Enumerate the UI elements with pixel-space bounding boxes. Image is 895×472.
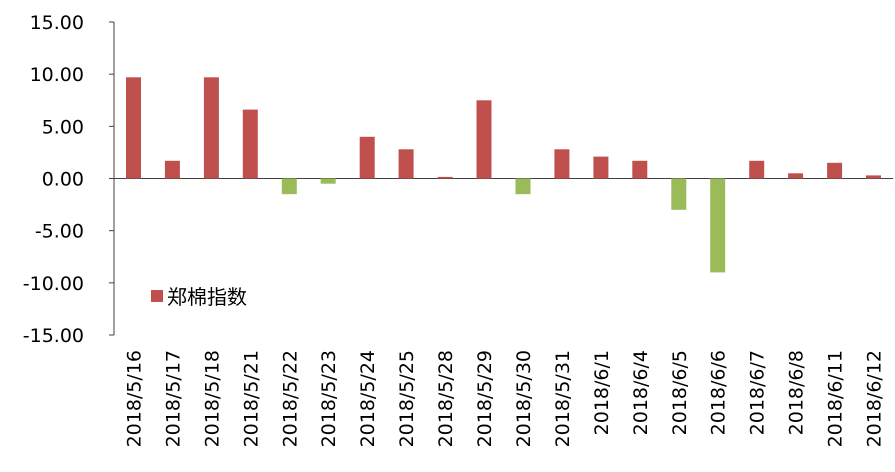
- x-tick-label: 2018/6/5: [669, 350, 691, 435]
- y-tick-label: -5.00: [35, 221, 84, 243]
- x-tick-label: 2018/5/31: [552, 350, 574, 447]
- x-tick-label: 2018/5/17: [162, 350, 184, 447]
- y-tick-label: 10.00: [30, 64, 84, 86]
- bar: [866, 175, 881, 179]
- bar: [164, 160, 180, 179]
- bar-series: [126, 77, 881, 273]
- x-tick-label: 2018/6/11: [825, 350, 847, 447]
- y-axis-ticks: 15.00 10.00 5.00 0.00 -5.00 -10.00 -15.00: [23, 12, 114, 347]
- x-tick-label: 2018/5/25: [396, 350, 418, 447]
- y-tick-label: 0.00: [42, 169, 84, 191]
- bar: [554, 149, 570, 179]
- y-tick-label: 5.00: [42, 116, 84, 138]
- x-tick-label: 2018/5/28: [435, 350, 457, 447]
- x-tick-label: 2018/6/12: [864, 350, 886, 447]
- x-tick-label: 2018/6/4: [630, 350, 652, 435]
- y-tick-label: -10.00: [23, 273, 84, 295]
- x-tick-label: 2018/5/21: [240, 350, 262, 447]
- x-tick-label: 2018/6/8: [786, 350, 808, 435]
- bar: [827, 162, 843, 179]
- bar: [788, 173, 804, 179]
- legend-label: 郑棉指数: [167, 285, 247, 309]
- bar: [593, 156, 609, 179]
- y-tick-label: 15.00: [30, 12, 84, 34]
- bar: [398, 149, 414, 179]
- x-tick-label: 2018/5/16: [123, 350, 145, 447]
- bar: [476, 100, 492, 179]
- y-tick-label: -15.00: [23, 325, 84, 347]
- bar: [515, 178, 531, 195]
- x-tick-label: 2018/5/18: [201, 350, 223, 447]
- bar: [281, 178, 297, 195]
- x-tick-label: 2018/5/22: [279, 350, 301, 447]
- bar: [437, 176, 453, 179]
- bar: [126, 77, 141, 179]
- x-tick-label: 2018/6/6: [708, 350, 730, 435]
- bar: [749, 160, 765, 179]
- bar: [203, 77, 219, 179]
- x-tick-label: 2018/6/7: [747, 350, 769, 435]
- x-axis-tick-labels: 2018/5/16 2018/5/17 2018/5/18 2018/5/21 2018…: [123, 350, 885, 447]
- bar: [320, 178, 336, 184]
- bar: [242, 109, 258, 179]
- x-tick-label: 2018/5/30: [513, 350, 535, 447]
- x-tick-label: 2018/5/24: [357, 350, 379, 447]
- legend: 郑棉指数: [151, 285, 247, 309]
- bar: [632, 160, 648, 179]
- bar: [359, 136, 375, 179]
- x-tick-label: 2018/6/1: [591, 350, 613, 435]
- x-tick-label: 2018/5/23: [318, 350, 340, 447]
- legend-swatch: [151, 290, 163, 302]
- bar: [710, 178, 726, 273]
- bar: [671, 178, 687, 210]
- x-tick-label: 2018/5/29: [474, 350, 496, 447]
